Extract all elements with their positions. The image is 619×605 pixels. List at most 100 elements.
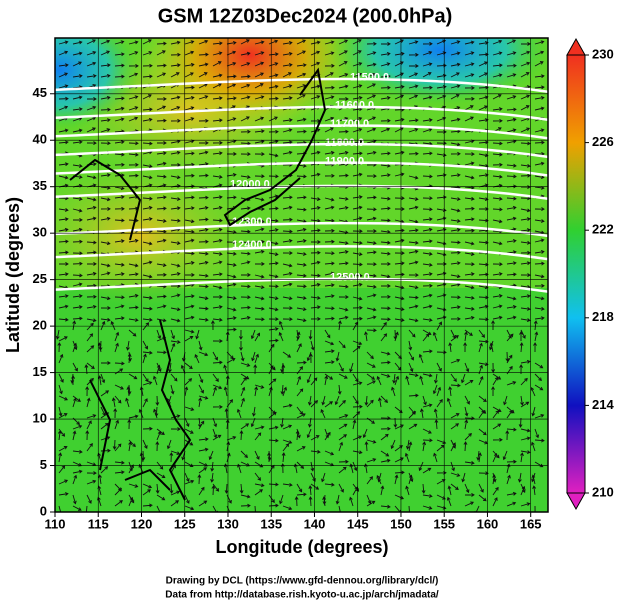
wind-arrow xyxy=(505,351,510,362)
wind-arrow xyxy=(128,318,139,322)
wind-arrow xyxy=(464,362,470,373)
wind-arrow xyxy=(520,502,531,507)
wind-arrow xyxy=(338,505,343,512)
wind-arrow xyxy=(128,483,139,488)
wind-arrow xyxy=(366,380,376,386)
wind-arrow xyxy=(166,439,172,450)
wind-arrow xyxy=(142,340,148,350)
wind-arrow xyxy=(114,162,125,167)
wind-arrow xyxy=(380,85,391,90)
wind-arrow xyxy=(156,41,167,46)
wind-arrow xyxy=(408,72,419,78)
wind-arrow xyxy=(534,175,545,180)
y-tick-label: 0 xyxy=(40,503,47,518)
wind-arrow xyxy=(380,262,391,266)
wind-arrow xyxy=(240,152,251,157)
wind-arrow xyxy=(184,272,195,277)
wind-arrow xyxy=(226,240,237,245)
wind-arrow xyxy=(464,241,475,246)
wind-arrow xyxy=(408,52,419,57)
wind-arrow xyxy=(380,196,391,201)
wind-arrow xyxy=(324,51,335,56)
wind-arrow xyxy=(184,494,190,504)
wind-arrow xyxy=(184,106,195,111)
y-tick-label: 40 xyxy=(33,132,47,147)
wind-arrow xyxy=(254,317,265,322)
wind-arrow xyxy=(58,465,66,474)
wind-arrow xyxy=(100,271,111,276)
wind-arrow xyxy=(324,375,329,386)
wind-arrow xyxy=(58,128,69,133)
wind-arrow xyxy=(450,117,461,122)
wind-arrow xyxy=(324,205,335,210)
wind-arrow xyxy=(380,373,391,378)
contour-label: 11600.0 xyxy=(335,100,374,112)
wind-arrow xyxy=(212,305,223,309)
wind-arrow xyxy=(114,304,125,309)
wind-arrow xyxy=(310,84,321,89)
wind-arrow xyxy=(184,95,195,100)
wind-arrow xyxy=(142,141,153,146)
wind-arrow xyxy=(58,72,69,78)
contour-line xyxy=(55,142,548,159)
x-tick-label: 140 xyxy=(304,516,326,531)
contour-label: 11800.0 xyxy=(325,137,364,149)
wind-arrow xyxy=(184,315,195,320)
wind-arrow xyxy=(310,305,321,310)
wind-arrow xyxy=(408,84,419,89)
wind-arrow xyxy=(210,472,215,483)
wind-arrow xyxy=(464,105,474,111)
wind-arrow xyxy=(282,439,293,444)
wind-arrow xyxy=(226,195,237,200)
wind-arrow xyxy=(142,398,148,408)
wind-arrow xyxy=(114,40,125,45)
wind-arrow xyxy=(114,106,125,111)
wind-arrow xyxy=(114,395,122,404)
wind-arrow xyxy=(352,205,363,210)
wind-arrow xyxy=(463,441,468,452)
wind-arrow xyxy=(197,474,202,485)
wind-arrow xyxy=(198,39,209,45)
wind-arrow xyxy=(239,483,244,494)
wind-arrow xyxy=(464,252,475,256)
contour-label: 11700.0 xyxy=(330,118,369,130)
wind-arrow xyxy=(506,205,517,210)
wind-arrow xyxy=(489,342,494,353)
wind-arrow xyxy=(114,117,125,122)
wind-arrow xyxy=(240,284,251,289)
wind-arrow xyxy=(464,461,475,465)
wind-arrow xyxy=(450,472,461,477)
wind-arrow xyxy=(72,208,83,213)
wind-arrow xyxy=(433,408,438,419)
wind-arrow xyxy=(446,496,452,507)
wind-arrow xyxy=(240,129,251,134)
wind-arrow xyxy=(240,175,251,179)
wind-arrow xyxy=(534,373,542,382)
wind-arrow xyxy=(58,227,69,232)
wind-arrow xyxy=(170,63,181,68)
wind-arrow xyxy=(170,427,181,432)
wind-arrow xyxy=(268,62,279,67)
wind-arrow xyxy=(114,342,119,353)
wind-arrow xyxy=(310,461,315,472)
wind-arrow xyxy=(142,51,153,56)
wind-arrow xyxy=(534,140,545,145)
wind-arrow xyxy=(422,252,433,256)
wind-arrow xyxy=(114,218,125,223)
wind-arrow xyxy=(530,386,536,397)
wind-arrow xyxy=(58,353,64,364)
wind-arrow xyxy=(72,424,83,430)
wind-arrow xyxy=(212,417,218,428)
wind-arrow xyxy=(156,63,167,68)
wind-arrow xyxy=(254,461,264,468)
wind-arrow xyxy=(366,51,377,56)
wind-arrow xyxy=(366,362,376,368)
wind-arrow xyxy=(380,251,391,256)
wind-arrow xyxy=(58,140,69,145)
wind-arrow xyxy=(156,494,166,501)
wind-arrow xyxy=(153,408,158,419)
wind-arrow xyxy=(212,483,220,492)
wind-arrow xyxy=(58,395,68,401)
wind-arrow xyxy=(100,241,111,246)
wind-arrow xyxy=(184,294,195,299)
